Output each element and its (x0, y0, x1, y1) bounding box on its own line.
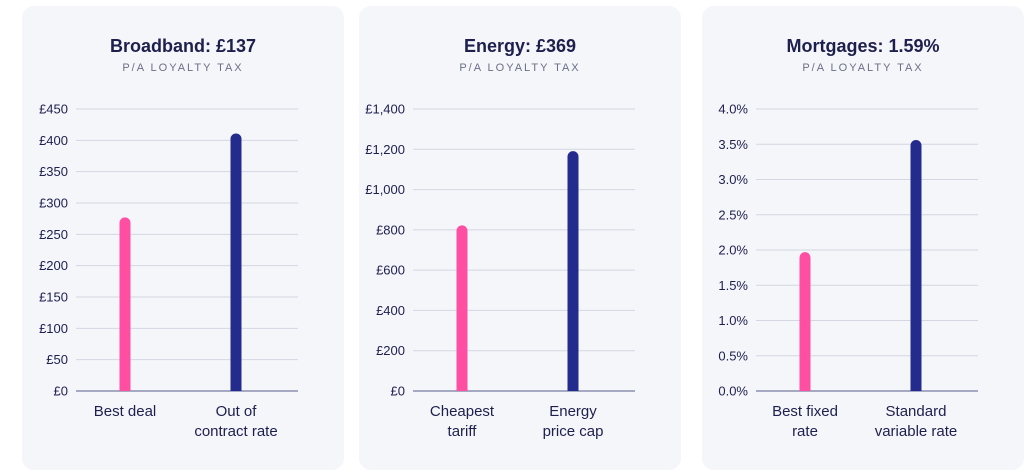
y-tick-label: 4.0% (718, 102, 748, 117)
x-category-label-line: rate (792, 423, 818, 440)
y-tick-label: 2.0% (718, 243, 748, 258)
chart-subtitle: P/A LOYALTY TAX (122, 62, 244, 74)
x-category-label: Energy price cap (543, 403, 604, 440)
chart-title: Broadband: £137 (109, 36, 257, 56)
y-tick-label: £0 (54, 384, 68, 399)
y-tick-label: 0.5% (718, 348, 748, 363)
chart-panel-mortgages: Mortgages: 1.59% P/A LOYALTY TAX 0.0% 0.5… (702, 6, 1024, 470)
y-tick-label: 3.5% (718, 137, 748, 152)
y-tick-label: £800 (376, 222, 405, 237)
bar (799, 252, 811, 391)
x-category-label-line: Cheapest (430, 403, 495, 420)
y-tick-label: £200 (39, 258, 68, 273)
y-tick-label: £250 (39, 227, 68, 242)
bar (567, 151, 579, 391)
y-tick-label: £200 (376, 343, 405, 358)
y-tick-label: £1,200 (365, 142, 405, 157)
y-tick-label: £300 (39, 196, 68, 211)
x-category-label-line: contract rate (194, 423, 277, 440)
bar-base (799, 380, 811, 391)
y-tick-label: £1,400 (365, 102, 405, 117)
x-category-label-line: variable rate (875, 423, 958, 440)
bar-base (119, 380, 131, 391)
bar (119, 217, 131, 391)
x-category-label: Best fixed rate (772, 403, 838, 440)
x-category-label: Out of contract rate (194, 403, 277, 440)
y-tick-label: 0.0% (718, 384, 748, 399)
chart-subtitle: P/A LOYALTY TAX (802, 62, 924, 74)
chart-subtitle: P/A LOYALTY TAX (459, 62, 581, 74)
x-category-label-line: Out of (216, 403, 258, 420)
chart-panel-energy: Energy: £369 P/A LOYALTY TAX £0 £200 £400 £… (359, 6, 681, 470)
x-category-label: Best deal (94, 403, 157, 420)
bar-chart: £0 £50 £100 £150 £200 £250 £300 £350 £400 £450 Bes… (39, 102, 298, 440)
x-category-label-line: Best fixed (772, 403, 838, 420)
y-tick-label: £350 (39, 164, 68, 179)
bar-chart: 0.0% 0.5% 1.0% 1.5% 2.0% 2.5% 3.0% 3.5% 4.0% Best… (718, 102, 978, 440)
chart-title: Mortgages: 1.59% (786, 36, 940, 56)
chart-title: Energy: £369 (463, 36, 577, 56)
bar (230, 133, 242, 391)
y-tick-label: £400 (39, 133, 68, 148)
bar-base (456, 380, 468, 391)
x-category-label-line: price cap (543, 423, 604, 440)
bar-base (910, 380, 922, 391)
y-tick-label: £1,000 (365, 182, 405, 197)
y-tick-label: £50 (46, 352, 68, 367)
y-tick-label: 3.0% (718, 172, 748, 187)
y-tick-label: £400 (376, 303, 405, 318)
y-tick-label: £450 (39, 102, 68, 117)
x-category-label-line: tariff (448, 423, 478, 440)
x-category-label-line: Best deal (94, 403, 157, 420)
x-category-label: Cheapest tariff (430, 403, 495, 440)
x-category-label-line: Energy (549, 403, 597, 420)
x-category-label-line: Standard (886, 403, 947, 420)
bar-chart: £0 £200 £400 £600 £800 £1,000 £1,200 £1,400 Chea… (365, 102, 635, 440)
bar (910, 140, 922, 391)
y-tick-label: £150 (39, 290, 68, 305)
bar (456, 225, 468, 391)
y-tick-label: 2.5% (718, 207, 748, 222)
y-tick-label: £0 (391, 384, 405, 399)
chart-panel-broadband: Broadband: £137 P/A LOYALTY TAX £0 £50 £10… (22, 6, 344, 470)
y-tick-label: £600 (376, 263, 405, 278)
y-tick-label: £100 (39, 321, 68, 336)
bar-base (230, 380, 242, 391)
y-tick-label: 1.5% (718, 278, 748, 293)
y-tick-label: 1.0% (718, 313, 748, 328)
x-category-label: Standard variable rate (875, 403, 958, 440)
bar-base (567, 380, 579, 391)
